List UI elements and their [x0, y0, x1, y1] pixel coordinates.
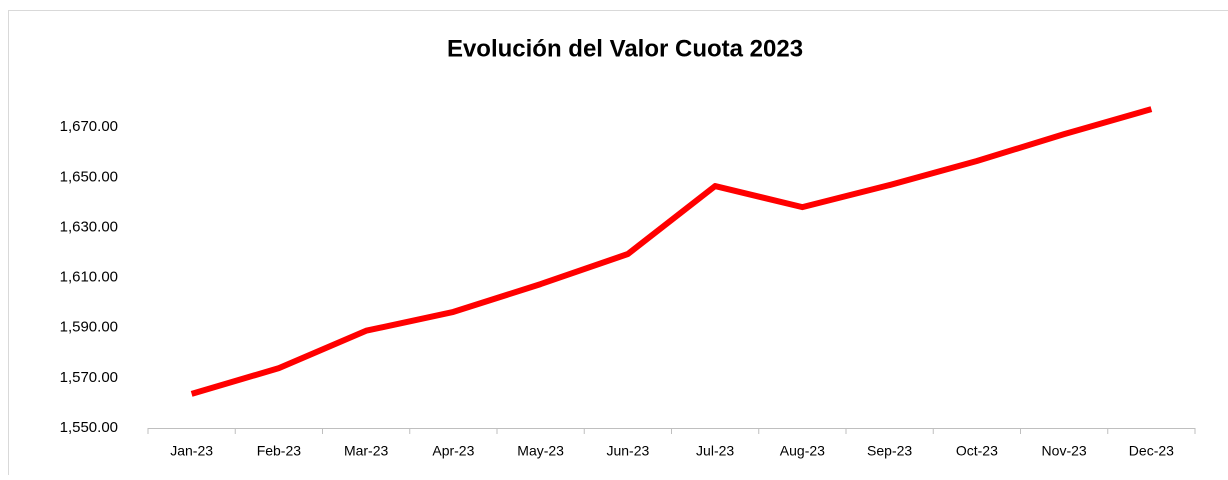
x-tick-label: Feb-23	[257, 443, 302, 459]
x-tick-label: Jan-23	[170, 443, 213, 459]
y-tick-label: 1,650.00	[60, 168, 118, 185]
chart-title: Evolución del Valor Cuota 2023	[447, 35, 803, 62]
y-tick-label: 1,570.00	[60, 369, 118, 386]
x-tick-label: Jul-23	[696, 443, 734, 459]
x-tick-label: Nov-23	[1042, 443, 1087, 459]
x-tick-label: Mar-23	[344, 443, 389, 459]
x-tick-label: Oct-23	[956, 443, 998, 459]
x-tick-label: Dec-23	[1129, 443, 1174, 459]
y-tick-label: 1,550.00	[60, 419, 118, 436]
x-tick-label: May-23	[517, 443, 564, 459]
x-tick-label: Apr-23	[432, 443, 474, 459]
y-tick-label: 1,630.00	[60, 218, 118, 235]
x-tick-label: Aug-23	[780, 443, 825, 459]
y-tick-label: 1,670.00	[60, 118, 118, 135]
x-tick-label: Sep-23	[867, 443, 912, 459]
y-tick-label: 1,610.00	[60, 269, 118, 286]
x-tick-label: Jun-23	[606, 443, 649, 459]
y-tick-label: 1,590.00	[60, 319, 118, 336]
line-series	[190, 106, 1153, 397]
